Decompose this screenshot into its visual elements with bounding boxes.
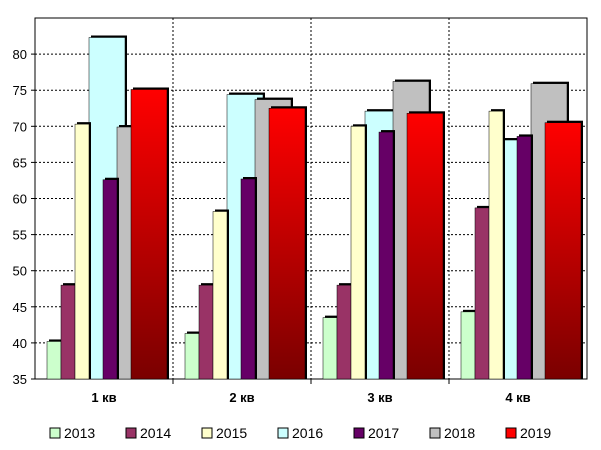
bar-2013-1 [184,333,200,380]
legend-label-2015: 2015 [216,425,247,441]
bar-2019-2 [406,113,444,380]
y-tick-label: 65 [13,155,27,170]
x-category-label: 4 кв [505,390,530,405]
legend-swatch-2013 [49,427,61,439]
y-tick-label: 35 [13,372,27,387]
x-category-label: 1 кв [91,390,116,405]
bar-2014-2 [336,284,352,380]
legend-label-2016: 2016 [292,425,323,441]
legend-label-2018: 2018 [444,425,475,441]
bar-2013-3 [460,311,476,380]
bar-2014-0 [60,284,76,380]
y-tick-label: 45 [13,300,27,315]
bar-2019-1 [268,108,306,380]
bar-2015-3 [488,110,504,380]
x-category-label: 3 кв [367,390,392,405]
bar-2015-2 [350,126,366,380]
bar-2019-0 [130,89,168,380]
legend-swatch-2015 [201,427,213,439]
x-category-label: 2 кв [229,390,254,405]
y-tick-label: 60 [13,192,27,207]
y-tick-label: 80 [13,47,27,62]
y-tick-label: 75 [13,83,27,98]
y-tick-label: 40 [13,336,27,351]
bar-2013-0 [46,341,62,380]
bar-2015-0 [74,123,90,380]
y-tick-label: 50 [13,264,27,279]
bar-2017-0 [102,179,118,380]
bar-2017-3 [516,136,532,380]
bar-2015-1 [212,211,228,380]
legend-swatch-2016 [277,427,289,439]
bar-2017-1 [240,178,256,380]
bar-2017-2 [378,131,394,380]
legend-swatch-2014 [125,427,137,439]
bar-2019-3 [544,122,582,380]
legend-swatch-2017 [353,427,365,439]
bar-2014-3 [474,207,490,380]
bar-2014-1 [198,284,214,380]
y-tick-label: 70 [13,119,27,134]
legend-label-2013: 2013 [64,425,95,441]
legend-label-2017: 2017 [368,425,399,441]
y-tick-label: 55 [13,228,27,243]
legend-label-2014: 2014 [140,425,171,441]
bar-2013-2 [322,317,338,380]
legend-swatch-2019 [505,427,517,439]
legend-swatch-2018 [429,427,441,439]
legend-label-2019: 2019 [520,425,551,441]
